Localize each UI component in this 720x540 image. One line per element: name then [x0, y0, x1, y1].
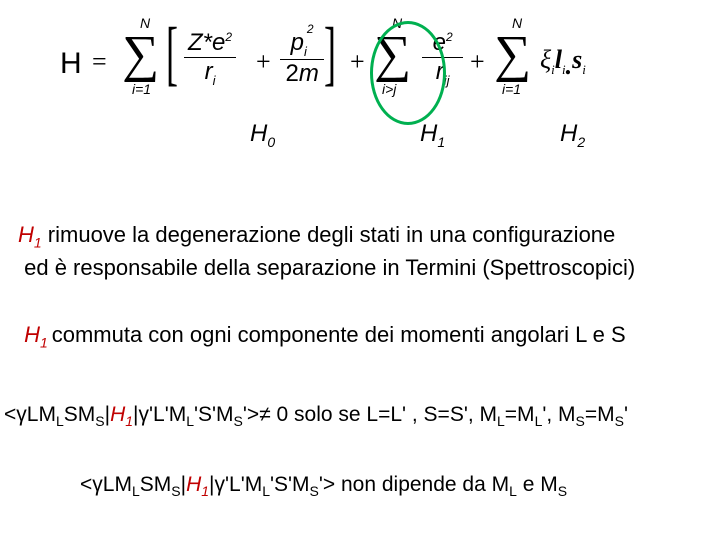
- frac1-num: Z*e: [188, 29, 225, 56]
- frac2-num: p: [291, 29, 304, 56]
- label-H2-H: H: [560, 120, 577, 147]
- p4-SM: SM: [140, 473, 172, 496]
- p3-SM: SM: [64, 403, 96, 426]
- p3-s3: S: [576, 413, 585, 429]
- p4-open: <: [80, 473, 92, 496]
- highlight-ellipse: [370, 21, 446, 125]
- p3-H: H: [110, 403, 125, 426]
- p1-H-sub: 1: [34, 234, 42, 250]
- p3-tail: 'L'M: [149, 403, 186, 426]
- sum1-sigma: ∑: [122, 29, 159, 81]
- label-H0-sub: 0: [267, 134, 275, 150]
- p1-line2: ed è responsabile della separazione in T…: [24, 255, 635, 280]
- p3-LM: LM: [27, 403, 56, 426]
- p3-eq1: =M: [505, 403, 535, 426]
- p3-tail2-sub: S: [234, 413, 243, 429]
- spin-orbit-term: ξili.si: [540, 45, 586, 78]
- frac2-sub: i: [304, 44, 307, 59]
- p4-e-sub: L: [509, 483, 517, 499]
- s-sub: i: [582, 62, 586, 77]
- label-H2-sub: 2: [577, 134, 585, 150]
- dot: .: [566, 51, 573, 80]
- label-H0: H0: [250, 120, 275, 150]
- eq-equals: =: [92, 47, 107, 77]
- p3-s1: L: [497, 413, 505, 429]
- p3-end: ': [624, 403, 628, 426]
- eq-lhs: H: [60, 47, 82, 81]
- p4-H-sub: 1: [201, 483, 209, 499]
- p3-tail2: 'S'M: [194, 403, 234, 426]
- sum1-bot: i=1: [132, 81, 151, 97]
- p4-d-sub: S: [310, 483, 319, 499]
- p4-and: e M: [517, 473, 558, 496]
- p3-close: '>: [243, 403, 259, 426]
- plus1: +: [256, 47, 271, 77]
- frac2-den-pre: 2: [285, 60, 298, 87]
- p4-gamma2: γ: [215, 473, 226, 496]
- p4-ML: L: [132, 483, 140, 499]
- paragraph-2: H1 commuta con ogni componente dei momen…: [18, 320, 626, 353]
- p3-gamma1: γ: [16, 403, 27, 426]
- p1-H: H: [18, 222, 34, 247]
- frac1-den-sub: i: [213, 73, 216, 88]
- p1-line1: rimuove la degenerazione degli stati in …: [42, 222, 616, 247]
- p4-d: 'S'M: [270, 473, 310, 496]
- p3-tail-sub: L: [186, 413, 194, 429]
- p3-gamma2: γ: [139, 403, 150, 426]
- frac3-sup: 2: [446, 30, 453, 44]
- p4-LM: LM: [103, 473, 132, 496]
- left-bracket: [: [166, 17, 178, 89]
- p3-after: 0 solo se L=L' , S=S', M: [271, 403, 497, 426]
- p4-c: 'L'M: [225, 473, 262, 496]
- label-H0-H: H: [250, 120, 267, 147]
- paragraph-1: H1 rimuove la degenerazione degli stati …: [18, 220, 635, 284]
- xi: ξ: [540, 45, 551, 74]
- p4-close: '> non dipende da M: [319, 473, 509, 496]
- right-bracket: ]: [324, 17, 336, 89]
- frac2-den: m: [299, 60, 319, 87]
- frac2-sup: 2: [307, 22, 314, 36]
- l-vec: l: [555, 45, 562, 74]
- p2-text: commuta con ogni componente dei momenti …: [52, 322, 626, 347]
- label-H2: H2: [560, 120, 585, 150]
- p3-neq: ≠: [259, 403, 271, 426]
- sum3-bot: i=1: [502, 81, 521, 97]
- frac-coulomb-nucleus: Z*e2 ri: [184, 29, 236, 88]
- frac1-sup: 2: [225, 30, 232, 44]
- p4-f-sub: S: [558, 483, 567, 499]
- paragraph-3: <γLMLSMS|H1|γ'L'ML'S'MS'>≠ 0 solo se L=L…: [4, 400, 628, 432]
- plus3: +: [470, 47, 485, 77]
- paragraph-4: <γLMLSMS|H1|γ'L'ML'S'MS'> non dipende da…: [80, 470, 567, 502]
- label-H1: H1: [420, 120, 445, 150]
- plus2: +: [350, 47, 365, 77]
- p3-open: <: [4, 403, 16, 426]
- p4-gamma1: γ: [92, 473, 103, 496]
- frac1-den: r: [205, 58, 213, 85]
- p4-c-sub: L: [262, 483, 270, 499]
- p3-eq2: =M: [585, 403, 615, 426]
- label-H1-sub: 1: [437, 134, 445, 150]
- p3-H-sub: 1: [125, 413, 133, 429]
- p4-H: H: [186, 473, 201, 496]
- s-vec: s: [572, 45, 582, 74]
- p2-H: H: [24, 322, 40, 347]
- p3-ML: L: [56, 413, 64, 429]
- p4-MS: S: [171, 483, 180, 499]
- sum3-sigma: ∑: [494, 29, 531, 81]
- p3-s4: S: [615, 413, 624, 429]
- frac-kinetic: pi2 2m: [280, 29, 324, 88]
- p3-prime: ', M: [542, 403, 575, 426]
- hamiltonian-equation: H = N ∑ i=1 [ Z*e2 ri + pi2 2m ] + N ∑ i…: [60, 15, 700, 135]
- label-H1-H: H: [420, 120, 437, 147]
- p2-H-sub: 1: [40, 334, 52, 350]
- p3-MS: S: [95, 413, 104, 429]
